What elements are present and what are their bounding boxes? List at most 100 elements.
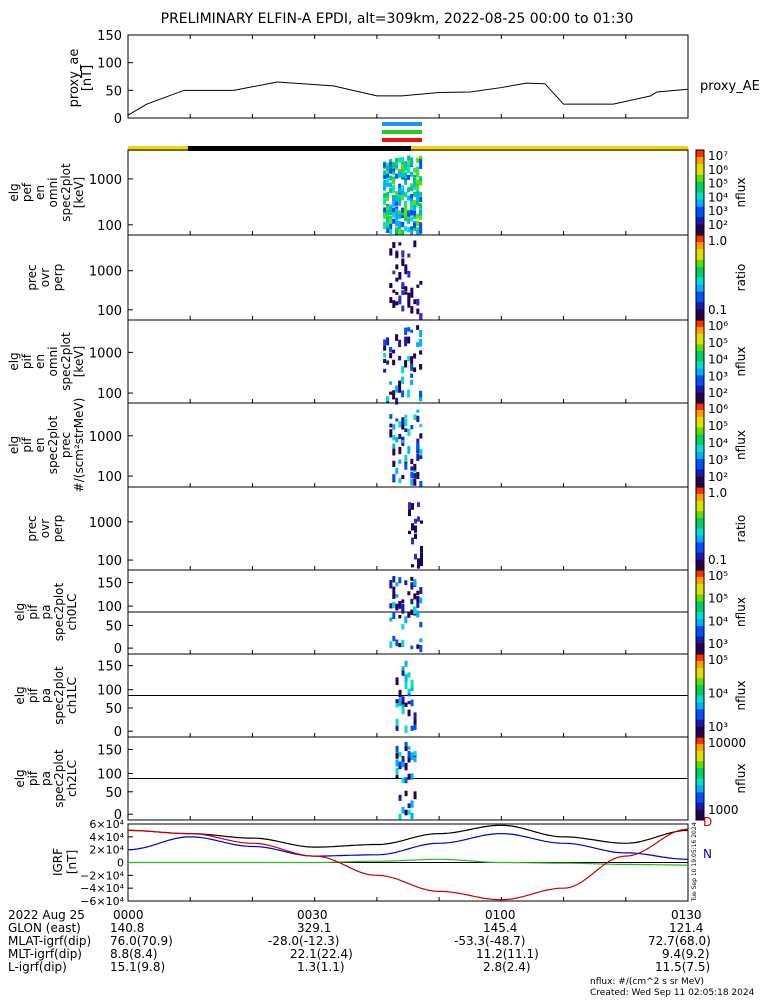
spectrogram-pixel [383,358,387,364]
panel-ylabel: ch2LC [65,760,79,797]
spectrogram-pixel [398,478,402,484]
spectrogram-pixel [416,595,420,602]
colorbar-cell [696,249,704,254]
ytick-label: 100 [97,554,122,569]
panel-ylabel: elg [7,183,21,201]
colorbar-cell [696,312,704,317]
spectrogram-pixel [392,270,396,275]
spectrogram-pixel [404,216,408,222]
colorbar-cell [696,705,704,710]
ytick-label: 100 [97,600,122,615]
colorbar-cell [696,245,704,250]
colorbar-cell [696,231,704,236]
footer-value: 11.5(7.5) [655,960,711,974]
spectrogram-pixel [401,195,405,201]
colorbar-cell [696,730,704,735]
spectrogram-pixel [417,502,420,507]
spectrogram-pixel [410,645,414,650]
panel-ylabel: elg [13,603,27,621]
colorbar-cell [696,448,704,453]
panel-ylabel: elg [13,686,27,704]
panel-ylabel: en [33,438,47,453]
colorbar-cell [696,344,704,349]
spectrogram-pixel [407,709,411,717]
spectrogram-pixel [401,210,405,216]
colorbar-cell [696,629,704,634]
spectrogram-pixel [392,576,396,583]
spectrogram-pixel [401,185,405,191]
colorbar-cell [696,650,704,655]
spectrogram-pixel [410,306,414,314]
spectrogram-pixel [401,229,405,235]
colorbar-cell [696,235,704,240]
spectrogram-pixel [383,368,387,373]
colorbar-cell [696,785,704,790]
colorbar-cell [696,500,704,505]
panel-ylabel: [keV] [72,177,86,208]
footer-value: -53.3(-48.7) [454,934,526,948]
spectrogram-pixel [395,191,399,197]
panel-ylabel: perp [51,264,65,292]
panel-ylabel: pif [26,687,40,703]
colorbar-cell [696,657,704,662]
spectrogram-pixel [407,355,411,362]
spectrogram-pixel [419,209,423,215]
colorbar-cell [696,757,704,762]
colorbar-cell [696,157,704,162]
spectrogram-pixel [392,194,396,200]
colorbar-cell [696,577,704,581]
spectrogram-pixel [410,479,414,486]
spectrogram-pixel [386,360,390,365]
ytick-label: 50 [105,786,122,801]
colorbar-cell [696,284,704,289]
spectrogram-pixel [416,220,420,226]
colorbar-cell [696,351,704,356]
spectrogram-panel: 150 100 50 0 elg pif pa spec2plot ch2LC 10000 1000… [13,736,748,823]
spectrogram-pixel [386,205,390,211]
igrf-ytick-label: −4×10⁴ [80,882,124,895]
spectrogram-pixel [407,214,411,220]
igrf-ytick-label: 0 [117,857,124,870]
spectrogram-pixel [413,210,417,216]
spectrogram-pixel [416,284,420,288]
spectrogram-pixel [414,518,417,524]
spectrogram-pixel [413,240,417,248]
colorbar-cell [696,552,704,557]
spectrogram-pixel [395,436,399,443]
spectrogram-pixel [401,421,405,430]
colorbar-tick-label: 10⁴ [708,687,728,701]
panel-ylabel: #/(scm²strMeV) [72,398,86,493]
spectrogram-pixel [420,559,423,567]
colorbar-cell [696,528,704,533]
spectrogram-pixel [401,258,405,263]
spectrogram-panel: 150 100 50 0 elg pif pa spec2plot ch0LC 10⁵ 10⁵ 10⁴… [13,569,748,657]
colorbar-cell [696,601,704,606]
spectrogram-pixel [389,584,393,589]
spectrogram-pixel [410,582,414,590]
igrf-ytick-label: 2×10⁴ [89,844,124,857]
spectrogram-pixel [404,336,408,342]
spectrogram-pixel [395,767,399,776]
colorbar-cell [696,270,704,275]
ytick-label: 100 [97,470,122,485]
colorbar-tick-label: 10³ [708,720,728,734]
colorbar-cell [696,594,704,599]
spectrogram-pixel [386,165,390,171]
colorbar-cell [696,587,704,592]
spectrogram-pixel [401,377,405,385]
ytick-label: 0 [114,808,122,823]
colorbar-cell [696,549,704,554]
colorbar-cell [696,410,704,414]
colorbar-cell [696,396,704,401]
colorbar-cell [696,192,704,197]
colorbar-tick-label: 10⁵ [708,592,728,606]
footer-row-label: GLON (east) [8,921,81,935]
colorbar-cell [696,570,704,574]
spectrogram-pixel [392,394,396,400]
colorbar-cell [696,288,704,293]
spectrogram-pixel [410,424,414,430]
colorbar-cell [696,806,704,811]
spectrogram-pixel [416,610,420,618]
spectrogram-pixel [407,302,411,308]
colorbar-cell [696,660,704,665]
